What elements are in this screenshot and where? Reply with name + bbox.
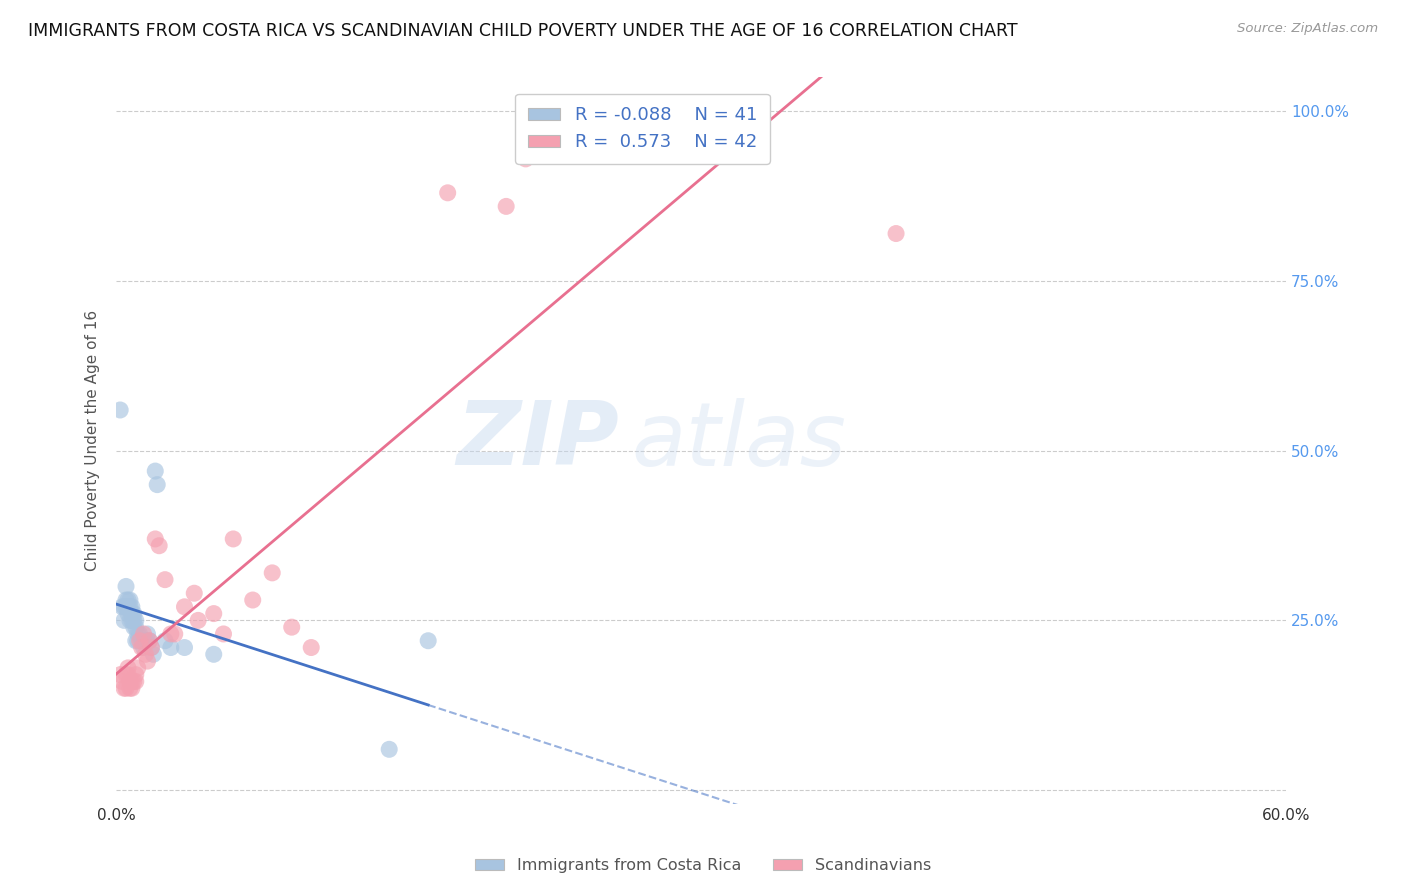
Point [121, 681, 143, 696]
Point [118, 599, 141, 614]
Point [160, 640, 183, 655]
Point [108, 403, 131, 417]
Point [134, 633, 156, 648]
Point [143, 532, 166, 546]
Point [117, 661, 139, 675]
Point [222, 532, 245, 546]
Point [118, 681, 141, 696]
Text: atlas: atlas [631, 398, 846, 483]
Point [125, 674, 148, 689]
Text: ZIP: ZIP [457, 397, 619, 484]
Point [173, 640, 195, 655]
Point [160, 627, 183, 641]
Point [121, 607, 143, 621]
Point [173, 599, 195, 614]
Point [495, 199, 517, 213]
Point [138, 633, 160, 648]
Point [112, 681, 135, 696]
Point [136, 633, 159, 648]
Point [111, 674, 134, 689]
Point [262, 566, 284, 580]
Point [131, 640, 153, 655]
Point [418, 633, 440, 648]
Point [141, 640, 163, 655]
Point [125, 613, 148, 627]
Point [132, 640, 155, 655]
Legend: Immigrants from Costa Rica, Scandinavians: Immigrants from Costa Rica, Scandinavian… [468, 852, 938, 880]
Point [117, 607, 139, 621]
Point [138, 633, 160, 648]
Point [121, 613, 143, 627]
Point [136, 627, 159, 641]
Point [134, 648, 156, 662]
Point [115, 579, 138, 593]
Point [112, 599, 135, 614]
Point [710, 97, 733, 112]
Point [280, 620, 302, 634]
Point [108, 667, 131, 681]
Text: IMMIGRANTS FROM COSTA RICA VS SCANDINAVIAN CHILD POVERTY UNDER THE AGE OF 16 COR: IMMIGRANTS FROM COSTA RICA VS SCANDINAVI… [28, 22, 1018, 40]
Point [117, 599, 139, 614]
Point [146, 477, 169, 491]
Point [115, 681, 138, 696]
Point [242, 593, 264, 607]
Point [127, 627, 149, 641]
Point [142, 648, 165, 662]
Point [118, 674, 141, 689]
Point [122, 620, 145, 634]
Point [378, 742, 401, 756]
Point [153, 573, 176, 587]
Point [121, 599, 143, 614]
Point [117, 593, 139, 607]
Point [299, 640, 322, 655]
Text: Source: ZipAtlas.com: Source: ZipAtlas.com [1237, 22, 1378, 36]
Point [127, 661, 149, 675]
Point [187, 613, 209, 627]
Point [125, 620, 148, 634]
Point [202, 648, 225, 662]
Point [132, 627, 155, 641]
Point [115, 599, 138, 614]
Y-axis label: Child Poverty Under the Age of 16: Child Poverty Under the Age of 16 [86, 310, 100, 571]
Point [884, 227, 907, 241]
Point [202, 607, 225, 621]
Point [118, 593, 141, 607]
Point [122, 674, 145, 689]
Point [148, 539, 170, 553]
Point [115, 593, 138, 607]
Point [153, 633, 176, 648]
Point [141, 640, 163, 655]
Point [112, 613, 135, 627]
Point [118, 613, 141, 627]
Point [183, 586, 205, 600]
Point [121, 674, 143, 689]
Point [111, 599, 134, 614]
Point [143, 464, 166, 478]
Legend: R = -0.088    N = 41, R =  0.573    N = 42: R = -0.088 N = 41, R = 0.573 N = 42 [516, 94, 770, 164]
Point [122, 613, 145, 627]
Point [128, 633, 150, 648]
Point [127, 633, 149, 648]
Point [212, 627, 235, 641]
Point [128, 627, 150, 641]
Point [515, 152, 537, 166]
Point [436, 186, 458, 200]
Point [131, 633, 153, 648]
Point [125, 667, 148, 681]
Point [122, 607, 145, 621]
Point [163, 627, 186, 641]
Point [136, 654, 159, 668]
Point [125, 633, 148, 648]
Point [117, 667, 139, 681]
Point [115, 667, 138, 681]
